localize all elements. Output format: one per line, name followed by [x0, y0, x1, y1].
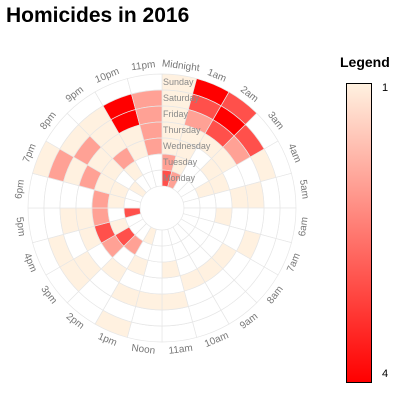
hour-label-6am: 6am [297, 216, 310, 237]
legend-title: Legend [340, 54, 390, 70]
heatmap-cell-thursday-5pm [75, 207, 95, 231]
legend-max-label: 4 [382, 368, 389, 380]
hour-label-4pm: 4pm [21, 252, 39, 274]
legend-color-bar [346, 83, 372, 383]
hour-label-1am: 1am [206, 67, 228, 85]
heatmap-cell-thursday-11am [161, 275, 185, 295]
hour-label-5am: 5am [297, 179, 310, 200]
hour-label-midnight: Midnight [161, 58, 200, 74]
radial-heatmap: Midnight1am2am3am4am5am6am7am8am9am10am1… [13, 58, 310, 357]
day-label-tuesday: Tuesday [163, 157, 198, 167]
day-label-thursday: Thursday [163, 125, 201, 135]
day-label-sunday: Sunday [163, 77, 194, 87]
hour-label-11am: 11am [168, 343, 194, 357]
hour-label-7pm: 7pm [21, 142, 39, 164]
heatmap-cell-thursday-11pm [139, 121, 163, 141]
hour-label-6pm: 6pm [13, 179, 26, 200]
day-label-friday: Friday [163, 109, 189, 119]
hour-label-11pm: 11pm [131, 59, 157, 73]
hour-label-4am: 4am [285, 142, 303, 164]
day-label-saturday: Saturday [163, 93, 200, 103]
legend-min-label: 1 [382, 82, 389, 94]
hour-label-noon: Noon [131, 343, 156, 357]
heatmap-cell-monday-11pm [151, 169, 163, 188]
day-label-wednesday: Wednesday [163, 141, 211, 151]
hour-label-5pm: 5pm [13, 216, 26, 237]
hour-label-7am: 7am [285, 252, 303, 274]
heatmap-cell-thursday-5am [229, 185, 249, 209]
day-labels: Sunday Saturday Friday Thursday Wednesday Tue… [163, 77, 211, 183]
heatmap-cells [27, 73, 297, 343]
chart-title: Homicides in 2016 [6, 4, 190, 27]
day-label-monday: Monday [163, 173, 196, 183]
hour-label-1pm: 1pm [96, 331, 118, 349]
